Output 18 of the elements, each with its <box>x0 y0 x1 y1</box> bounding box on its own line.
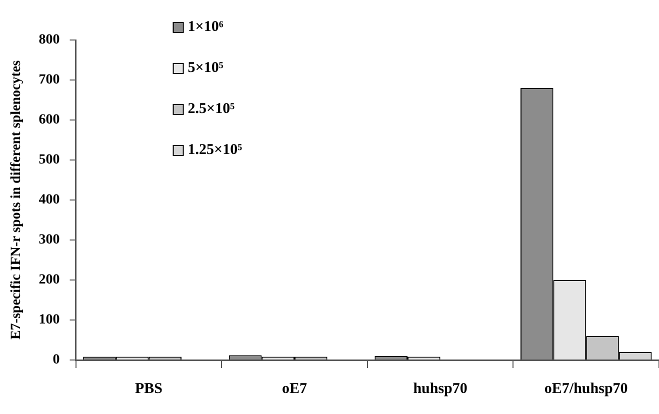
legend-label: 5×10⁵ <box>188 60 224 76</box>
x-tick-label: PBS <box>134 380 162 397</box>
x-tick-label: oE7 <box>282 380 308 397</box>
y-tick-label: 600 <box>38 112 60 128</box>
y-tick-label: 500 <box>38 152 60 168</box>
x-tick-label: huhsp70 <box>413 380 468 397</box>
y-tick-label: 100 <box>38 312 60 328</box>
legend-label: 1.25×10⁵ <box>188 142 243 158</box>
x-tick-label: oE7/huhsp70 <box>544 380 628 397</box>
y-tick-label: 700 <box>38 72 60 88</box>
y-tick-label: 0 <box>52 352 60 368</box>
y-axis-title: E7-specific IFN-r spots in different splenocytes <box>9 60 24 340</box>
legend-label: 1×10⁶ <box>188 18 224 35</box>
y-tick-label: 800 <box>38 32 60 48</box>
y-tick-label: 200 <box>38 272 60 288</box>
y-tick-label: 400 <box>38 192 60 208</box>
y-tick-label: 300 <box>38 232 60 248</box>
legend-label: 2.5×10⁵ <box>188 100 236 117</box>
